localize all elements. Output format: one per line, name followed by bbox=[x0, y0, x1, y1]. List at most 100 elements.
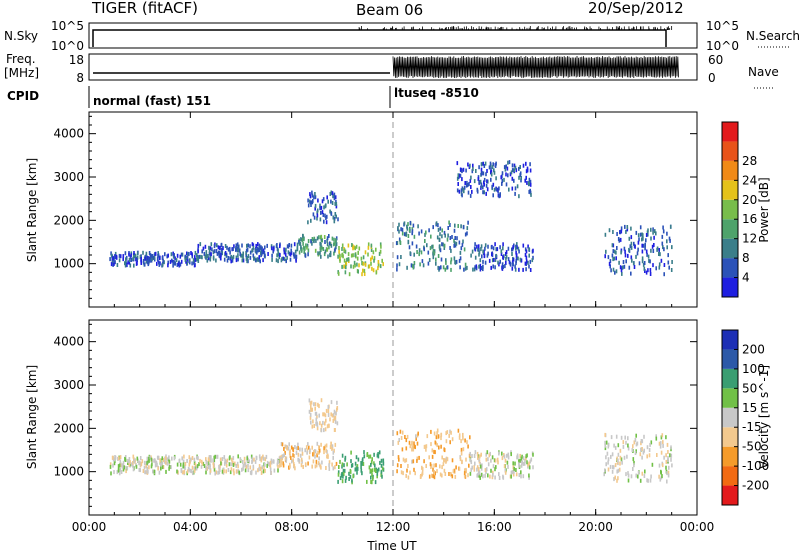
data-point bbox=[431, 448, 434, 453]
data-point bbox=[326, 242, 329, 247]
data-point bbox=[158, 260, 160, 265]
data-point bbox=[230, 467, 233, 472]
data-point bbox=[130, 462, 133, 467]
data-point bbox=[272, 247, 275, 252]
data-point bbox=[220, 242, 223, 247]
data-point bbox=[605, 249, 607, 254]
data-point bbox=[372, 476, 374, 481]
velocity-points bbox=[109, 398, 673, 485]
data-point bbox=[316, 213, 319, 218]
data-point bbox=[192, 258, 195, 263]
data-point bbox=[352, 253, 354, 258]
data-point bbox=[161, 456, 164, 461]
data-point bbox=[487, 244, 489, 249]
data-point bbox=[242, 258, 245, 263]
data-point bbox=[435, 257, 437, 262]
data-point bbox=[403, 221, 406, 226]
data-point bbox=[262, 456, 265, 461]
data-point bbox=[332, 194, 334, 199]
data-point bbox=[329, 250, 332, 255]
data-point bbox=[324, 444, 327, 449]
data-point bbox=[224, 458, 226, 463]
data-point bbox=[432, 251, 434, 256]
data-point bbox=[380, 244, 382, 249]
data-point bbox=[367, 245, 370, 250]
data-point bbox=[411, 459, 413, 464]
data-point bbox=[345, 265, 347, 270]
data-point bbox=[279, 253, 281, 258]
data-point bbox=[346, 462, 348, 467]
data-point bbox=[189, 468, 192, 473]
data-point bbox=[528, 189, 530, 194]
data-point bbox=[668, 236, 671, 241]
data-point bbox=[529, 190, 532, 195]
data-point bbox=[485, 467, 488, 472]
data-point bbox=[298, 241, 301, 246]
data-point bbox=[511, 266, 514, 271]
data-point bbox=[618, 467, 621, 472]
data-point bbox=[215, 249, 218, 254]
y-tick-label: 3000 bbox=[53, 378, 84, 392]
data-point bbox=[136, 456, 139, 461]
data-point bbox=[208, 248, 211, 253]
data-point bbox=[377, 260, 380, 264]
data-point bbox=[277, 459, 280, 464]
data-point bbox=[310, 400, 313, 405]
data-point bbox=[152, 469, 154, 474]
data-point bbox=[140, 259, 142, 264]
data-point bbox=[469, 451, 471, 456]
data-point bbox=[219, 464, 221, 469]
data-point bbox=[519, 257, 522, 262]
data-point bbox=[305, 445, 308, 450]
data-point bbox=[341, 462, 344, 467]
data-point bbox=[461, 242, 464, 247]
data-point bbox=[310, 405, 312, 409]
data-point bbox=[655, 434, 657, 439]
data-point bbox=[518, 459, 520, 464]
data-point bbox=[478, 457, 480, 462]
data-point bbox=[490, 167, 492, 172]
data-point bbox=[335, 411, 337, 416]
data-point bbox=[437, 434, 440, 439]
data-point bbox=[294, 249, 297, 254]
data-point bbox=[494, 242, 496, 247]
data-point bbox=[447, 233, 449, 238]
data-point bbox=[165, 456, 167, 461]
data-point bbox=[249, 255, 252, 260]
data-point bbox=[328, 234, 330, 238]
beam-title: Beam 06 bbox=[356, 1, 423, 19]
data-point bbox=[468, 182, 470, 187]
data-point bbox=[290, 455, 292, 460]
x-tick-label: 12:00 bbox=[376, 520, 411, 534]
data-point bbox=[462, 432, 464, 437]
data-point bbox=[428, 228, 430, 233]
data-point bbox=[413, 252, 415, 257]
data-point bbox=[515, 472, 518, 477]
data-point bbox=[333, 428, 336, 432]
data-point bbox=[354, 263, 356, 268]
data-point bbox=[514, 165, 517, 170]
data-point bbox=[438, 266, 441, 271]
data-point bbox=[438, 237, 441, 242]
data-point bbox=[524, 178, 526, 183]
data-point bbox=[489, 474, 491, 479]
data-point bbox=[501, 179, 504, 183]
data-point bbox=[266, 460, 269, 465]
nsearch-spikes bbox=[358, 26, 673, 30]
data-point bbox=[155, 460, 157, 465]
data-point bbox=[435, 435, 438, 440]
data-point bbox=[138, 461, 140, 466]
time-axis-label: Time UT bbox=[366, 539, 417, 553]
data-point bbox=[526, 168, 529, 173]
data-point bbox=[123, 465, 125, 470]
data-point bbox=[650, 474, 652, 479]
cpid-before: normal (fast) 151 bbox=[93, 94, 211, 108]
data-point bbox=[321, 210, 324, 215]
data-point bbox=[415, 437, 417, 441]
data-point bbox=[604, 440, 606, 445]
data-point bbox=[667, 456, 669, 460]
data-point bbox=[492, 472, 494, 477]
data-point bbox=[209, 455, 211, 460]
data-point bbox=[344, 249, 347, 254]
data-point bbox=[465, 183, 468, 188]
